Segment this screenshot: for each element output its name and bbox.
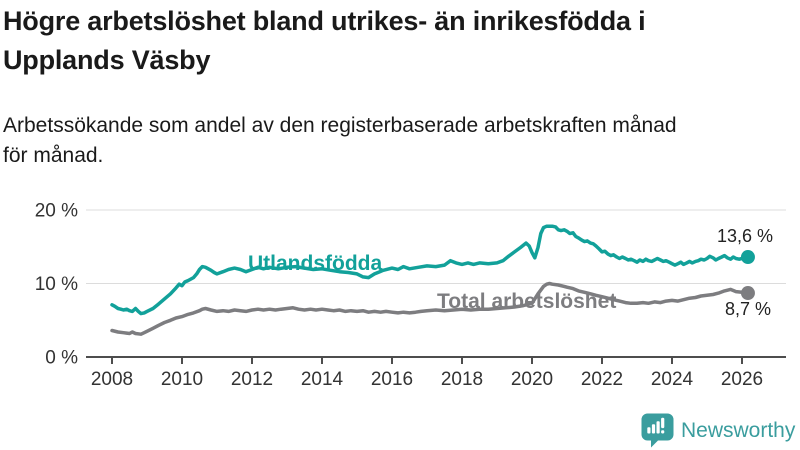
page-title: Högre arbetslöshet bland utrikes- än inr… [3,6,646,75]
end-value-label-utlandsfodda: 13,6 % [716,226,773,246]
x-tick-label: 2026 [721,369,763,390]
series-label-utlandsfodda: Utlandsfödda [248,252,383,275]
y-tick-label: 20 % [35,201,78,222]
x-tick-label: 2020 [511,369,553,390]
line-total-arbetsl-shet [110,281,750,336]
chart-subtitle: Arbetssökande som andel av den registerb… [3,114,677,167]
x-tick-label: 2014 [301,369,344,390]
end-value-label-total: 8,7 % [724,299,771,319]
line-utlandsf-dda [110,224,750,316]
series-label-total-arbetsloshet: Total arbetslöshet [437,290,617,313]
newsworthy-brand-link[interactable]: Newsworthy [641,413,795,448]
x-tick-label: 2016 [371,369,413,390]
x-tick-label: 2024 [651,369,694,390]
y-tick-label: 0 % [45,348,78,369]
x-tick-label: 2018 [441,369,483,390]
newsworthy-brand-label: Newsworthy [681,418,796,442]
end-dot [740,286,755,301]
end-dot [740,250,755,265]
x-tick-label: 2008 [91,369,133,390]
newsworthy-logo-icon [641,413,674,448]
x-tick-label: 2012 [231,369,273,390]
x-tick-label: 2022 [581,369,623,390]
y-tick-label: 10 % [35,274,78,295]
x-tick-label: 2010 [161,369,203,390]
